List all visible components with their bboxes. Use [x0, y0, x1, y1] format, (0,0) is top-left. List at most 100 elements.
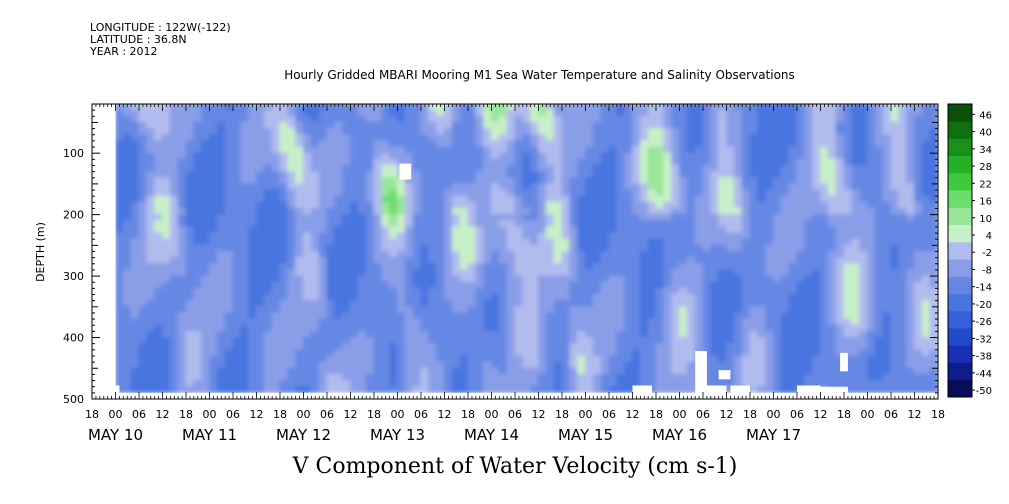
field-cell [757, 294, 767, 302]
field-cell [514, 104, 524, 111]
field-cell [851, 355, 861, 363]
field-cell [522, 318, 532, 326]
field-cell [483, 367, 492, 375]
field-cell [663, 367, 673, 375]
field-cell [365, 195, 375, 203]
field-cell [702, 263, 712, 271]
field-cell [538, 275, 547, 283]
field-cell [389, 134, 398, 142]
field-cell [459, 201, 469, 209]
field-cell [420, 361, 430, 369]
field-cell [287, 330, 297, 339]
field-cell [569, 220, 579, 228]
field-cell [592, 257, 602, 265]
field-cell [216, 324, 226, 332]
field-cell [193, 146, 203, 154]
field-cell [115, 146, 124, 154]
field-cell [373, 183, 383, 191]
field-cell [216, 355, 226, 363]
field-cell [287, 380, 297, 388]
field-cell [929, 189, 938, 197]
field-cell [608, 361, 618, 369]
field-cell [835, 343, 845, 351]
field-cell [639, 257, 649, 265]
field-cell [436, 226, 445, 234]
field-cell [436, 207, 445, 216]
field-cell [608, 257, 618, 265]
field-cell [608, 355, 618, 363]
field-cell [733, 263, 743, 271]
field-cell [295, 251, 304, 259]
field-cell [820, 380, 829, 388]
field-cell [733, 306, 743, 314]
field-cell [914, 373, 923, 382]
field-cell [444, 373, 453, 382]
field-cell [122, 355, 132, 363]
field-cell [201, 152, 210, 160]
field-cell [859, 330, 868, 339]
field-cell [522, 300, 532, 308]
field-cell [483, 251, 492, 259]
field-cell [600, 275, 610, 283]
field-cell [545, 171, 555, 179]
field-cell [240, 300, 250, 308]
field-cell [647, 343, 657, 351]
field-cell [741, 367, 751, 375]
field-cell [397, 177, 406, 185]
field-cell [357, 367, 367, 375]
field-cell [820, 232, 829, 240]
field-cell [224, 158, 234, 166]
field-cell [373, 343, 383, 351]
field-cell [788, 281, 798, 289]
field-cell [389, 238, 398, 246]
field-cell [412, 183, 422, 191]
field-cell [585, 244, 594, 252]
field-cell [436, 263, 445, 271]
field-cell [397, 287, 406, 296]
field-cell [804, 195, 814, 203]
field-cell [467, 134, 477, 142]
field-cell [553, 263, 563, 271]
field-cell [498, 306, 508, 314]
field-cell [193, 257, 203, 265]
field-cell [397, 300, 406, 308]
field-cell [115, 367, 124, 375]
field-cell [639, 306, 649, 314]
field-cell [295, 343, 304, 351]
field-cell [921, 330, 931, 339]
field-cell [404, 232, 414, 240]
field-cell [773, 373, 782, 382]
field-cell [592, 115, 602, 123]
field-cell [600, 177, 610, 185]
field-cell [647, 312, 657, 320]
field-cell [921, 232, 931, 240]
field-cell [216, 312, 226, 320]
field-cell [483, 306, 492, 314]
field-cell [647, 281, 657, 289]
field-cell [718, 226, 727, 234]
field-cell [718, 294, 727, 302]
field-cell [491, 226, 500, 234]
field-cell [373, 109, 383, 117]
field-cell [639, 134, 649, 142]
field-cell [459, 244, 469, 252]
field-cell [914, 367, 923, 375]
field-cell [843, 201, 853, 209]
field-cell [671, 214, 680, 222]
field-cell [530, 373, 539, 382]
field-cell [256, 158, 265, 166]
field-cell [162, 232, 171, 240]
field-cell [122, 171, 132, 179]
field-cell [373, 373, 383, 382]
field-cell [177, 177, 187, 185]
field-cell [357, 207, 367, 216]
field-cell [835, 300, 845, 308]
field-cell [122, 104, 132, 111]
field-cell [279, 300, 289, 308]
field-cell [663, 330, 673, 339]
field-cell [420, 128, 430, 136]
field-cell [365, 244, 375, 252]
field-cell [906, 189, 915, 197]
field-cell [193, 355, 203, 363]
field-cell [749, 244, 759, 252]
